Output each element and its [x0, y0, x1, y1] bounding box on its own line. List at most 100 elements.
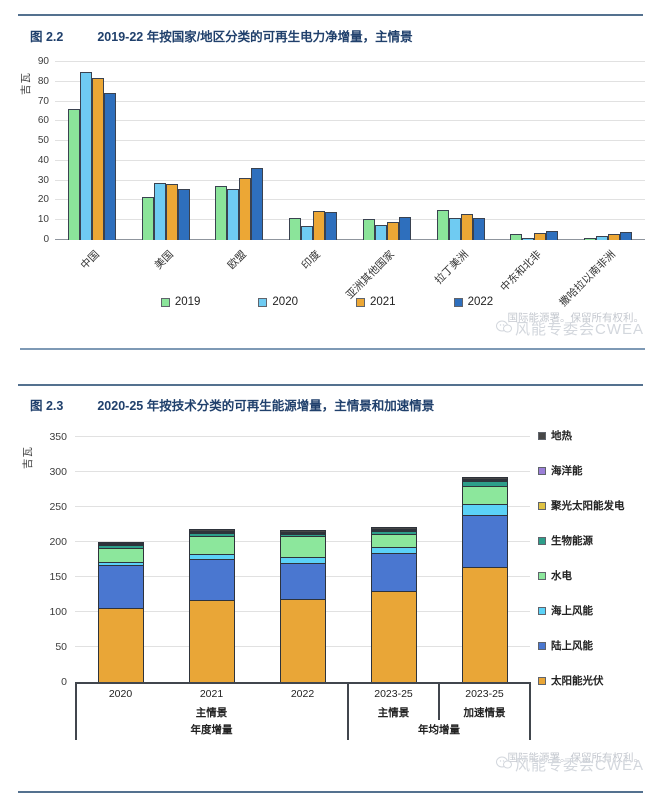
legend-item-陆上风能: 陆上风能: [538, 638, 625, 653]
segment-水电: [370, 534, 417, 547]
axis-scenario-main: 主情景: [377, 707, 410, 719]
figure1-source-text: 国际能源署。保留所有权利。: [507, 312, 645, 324]
figure1-number: 图 2.2: [30, 30, 64, 44]
legend-label: 生物能源: [551, 535, 593, 547]
legend-label: 聚光太阳能发电: [551, 500, 625, 512]
segment-地热: [279, 530, 326, 532]
legend-item-太阳能光伏: 太阳能光伏: [538, 673, 625, 688]
figure1-title: 2019-22 年按国家/地区分类的可再生电力净增量，主情景: [97, 30, 413, 44]
bar-2020: [227, 188, 240, 240]
legend-swatch: [538, 431, 546, 440]
bar-group-中国: [67, 71, 116, 240]
segment-聚光太阳能发电: [461, 479, 508, 482]
y-tick-label: 20: [37, 194, 49, 206]
gridline: [75, 471, 530, 472]
segment-聚光太阳能发电: [279, 532, 326, 534]
chart1-plot: 0 10 20 30 40 50 60 70 80 90 中国 美国 欧盟 印度 亚洲其他国家 拉丁美洲 中东和…: [38, 57, 645, 309]
segment-海上风能: [370, 546, 417, 554]
segment-太阳能光伏: [279, 599, 326, 682]
axis-year-2023-25-main: 2023-25: [374, 688, 413, 700]
bar-2021: [386, 222, 399, 240]
legend-swatch: [538, 466, 546, 475]
y-tick-label: 50: [55, 641, 67, 653]
bar-group-欧盟: [215, 167, 264, 240]
segment-生物能源: [188, 532, 235, 536]
chart2-y-axis-unit: 吉瓦: [22, 446, 34, 469]
y-tick-label: 90: [37, 56, 49, 67]
segment-聚光太阳能发电: [97, 543, 144, 545]
bar-2019: [436, 210, 449, 240]
legend-item-生物能源: 生物能源: [538, 533, 625, 548]
stacked-bar-2021: [188, 529, 235, 682]
bar-group-拉丁美洲: [436, 210, 485, 240]
bar-2020: [374, 225, 387, 240]
axis-border-left: [75, 684, 77, 740]
chart2-axis-table: 2020 2021 2022 2023-25 2023-25 主情景 主情景 加…: [75, 682, 531, 740]
segment-水电: [188, 535, 235, 554]
figure2-number: 图 2.3: [30, 399, 64, 413]
bar-2020: [153, 182, 166, 240]
y-tick-label: 0: [61, 676, 67, 688]
bar-2021: [165, 183, 178, 240]
gridline: [55, 199, 645, 201]
stacked-bar-2020: [97, 541, 144, 682]
bar-2020: [596, 236, 609, 240]
section-divider: [20, 348, 645, 350]
segment-生物能源: [370, 530, 417, 535]
legend-item-2019: 2019: [160, 296, 200, 308]
segment-海上风能: [461, 504, 508, 515]
figure1-source-block: 国际能源署。保留所有权利。 风能专委会CWEA: [304, 310, 644, 352]
y-tick-label: 250: [49, 501, 67, 513]
gridline: [55, 80, 645, 82]
legend-label: 2021: [370, 296, 396, 308]
bar-2019: [141, 196, 154, 240]
wechat-icon: [495, 756, 512, 774]
figure1-watermark-text: 风能专委会CWEA: [514, 321, 644, 338]
y-tick-label: 30: [37, 174, 49, 186]
segment-海洋能: [461, 478, 508, 480]
gridline: [55, 179, 645, 181]
bar-2020: [522, 238, 535, 240]
gridline: [55, 159, 645, 161]
segment-陆上风能: [370, 553, 417, 591]
bar-group-印度: [289, 211, 338, 240]
segment-海洋能: [370, 528, 417, 530]
axis-scenario-accel: 加速情景: [463, 707, 506, 719]
bar-2021: [313, 211, 326, 240]
axis-divider-annual-average: [347, 684, 349, 740]
wechat-icon: [495, 320, 512, 338]
stacked-bar-2023-25 主情景: [370, 527, 417, 682]
legend-swatch: [538, 606, 546, 615]
legend-swatch: [538, 641, 546, 650]
bar-2020: [79, 71, 92, 240]
legend-swatch: [258, 297, 268, 307]
bar-2019: [215, 185, 228, 240]
bar-2022: [398, 217, 411, 240]
gridline: [75, 506, 530, 507]
gridline: [55, 219, 645, 221]
axis-group-annual: 年度增量: [190, 724, 233, 736]
gridline: [55, 120, 645, 122]
bar-2019: [67, 109, 80, 240]
legend-item-地热: 地热: [538, 428, 625, 443]
bar-2022: [620, 232, 633, 240]
y-tick-label: 200: [49, 536, 67, 548]
segment-陆上风能: [188, 558, 235, 601]
segment-太阳能光伏: [461, 566, 508, 682]
bar-2019: [289, 218, 302, 240]
segment-陆上风能: [97, 565, 144, 608]
legend-label: 水电: [551, 570, 572, 582]
bar-group-中东和北非: [510, 231, 559, 240]
gridline: [55, 140, 645, 142]
gridline: [75, 436, 530, 437]
bar-2019: [362, 219, 375, 240]
segment-海洋能: [279, 531, 326, 533]
figure2-watermark: 风能专委会CWEA: [495, 754, 644, 775]
y-tick-label: 40: [37, 154, 49, 166]
y-tick-label: 80: [37, 75, 49, 87]
page-bottom-rule: [18, 791, 643, 793]
axis-year-2022: 2022: [290, 688, 315, 700]
figure1-top-rule: [18, 14, 643, 16]
figure2-title: 2020-25 年按技术分类的可再生能源增量，主情景和加速情景: [97, 399, 435, 413]
segment-聚光太阳能发电: [370, 529, 417, 531]
